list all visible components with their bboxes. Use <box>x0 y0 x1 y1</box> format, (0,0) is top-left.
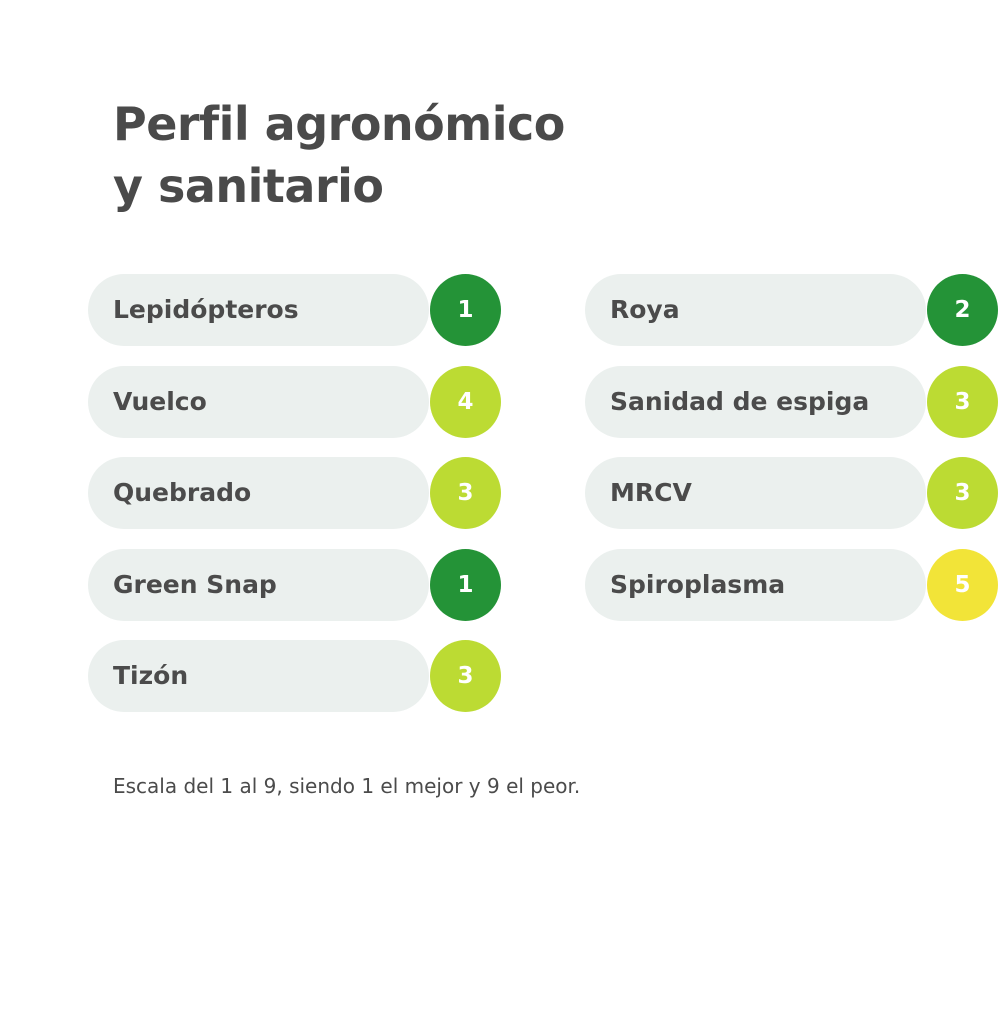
right-score-list: Roya 2 Sanidad de espiga 3 MRCV 3 Spirop… <box>585 274 998 640</box>
score-row-tizon: Tizón 3 <box>88 640 501 712</box>
score-pill <box>88 640 429 712</box>
score-pill <box>88 548 429 621</box>
score-row-vuelco: Vuelco 4 <box>88 365 501 438</box>
score-badge: 5 <box>927 548 998 621</box>
score-row-mrcv: MRCV 3 <box>585 457 998 529</box>
score-label: Spiroplasma <box>610 569 786 599</box>
score-label: Tizón <box>113 661 189 690</box>
score-label: Sanidad de espiga <box>610 386 870 416</box>
page-title-line-2: y sanitario <box>113 159 384 213</box>
score-pill <box>585 365 926 438</box>
score-row-sanidad-de-espiga: Sanidad de espiga 3 <box>585 365 998 438</box>
score-pill <box>585 548 926 621</box>
score-pill <box>88 274 429 346</box>
score-badge: 4 <box>430 365 501 438</box>
score-row-quebrado: Quebrado 3 <box>88 457 501 529</box>
score-label: MRCV <box>610 478 692 507</box>
left-score-list: Lepidópteros 1 Vuelco 4 Quebrado 3 Green… <box>88 274 501 732</box>
score-label: Quebrado <box>113 478 252 507</box>
score-label: Roya <box>610 295 680 324</box>
score-badge: 1 <box>430 548 501 621</box>
score-badge: 1 <box>430 274 501 346</box>
page-title: Perfil agronómico y sanitario <box>113 93 565 217</box>
score-row-green-snap: Green Snap 1 <box>88 548 501 621</box>
score-badge: 3 <box>430 640 501 712</box>
score-badge: 3 <box>927 457 998 529</box>
score-row-roya: Roya 2 <box>585 274 998 346</box>
score-pill <box>585 457 926 529</box>
scale-footnote: Escala del 1 al 9, siendo 1 el mejor y 9… <box>113 774 581 798</box>
page-title-line-1: Perfil agronómico <box>113 97 565 151</box>
score-row-lepidopteros: Lepidópteros 1 <box>88 274 501 346</box>
score-badge: 3 <box>927 365 998 438</box>
score-pill <box>88 365 429 438</box>
score-row-spiroplasma: Spiroplasma 5 <box>585 548 998 621</box>
score-pill <box>585 274 926 346</box>
score-badge: 2 <box>927 274 998 346</box>
score-label: Green Snap <box>113 569 277 599</box>
score-label: Lepidópteros <box>113 295 299 324</box>
score-pill <box>88 457 429 529</box>
score-badge: 3 <box>430 457 501 529</box>
score-label: Vuelco <box>113 386 207 416</box>
